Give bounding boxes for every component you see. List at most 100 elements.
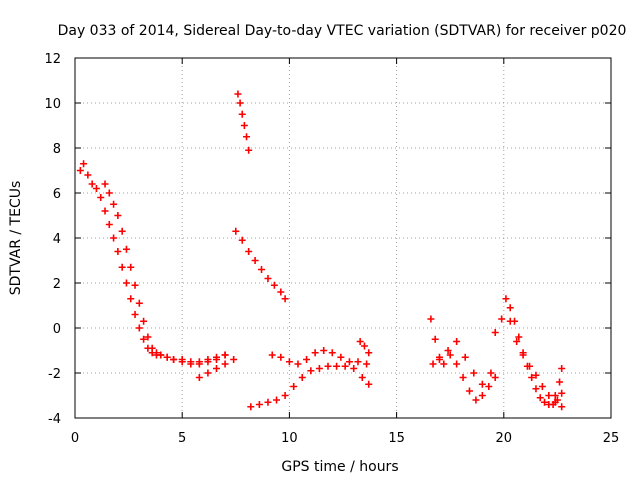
data-point: [558, 365, 566, 372]
data-point: [513, 338, 521, 345]
data-point: [532, 385, 540, 393]
data-point: [487, 369, 495, 377]
data-point: [485, 383, 493, 390]
data-points: [76, 90, 566, 411]
x-tick-label: 5: [178, 431, 186, 446]
data-point: [311, 349, 319, 357]
data-point: [294, 360, 302, 368]
data-point: [365, 380, 373, 388]
y-tick-label: -2: [48, 367, 61, 382]
chart-title: Day 033 of 2014, Sidereal Day-to-day VTE…: [58, 23, 627, 39]
data-point: [251, 257, 259, 264]
series-track-b: [101, 180, 229, 368]
series-track-i: [427, 315, 499, 404]
data-point: [238, 236, 246, 244]
data-point: [358, 374, 366, 381]
data-point: [365, 349, 373, 357]
data-point: [114, 212, 122, 219]
data-point: [135, 324, 143, 332]
data-point: [538, 383, 546, 390]
y-tick-label: 0: [53, 322, 61, 337]
data-point: [80, 160, 88, 168]
data-point: [556, 378, 564, 386]
data-point: [558, 403, 566, 411]
data-point: [131, 311, 139, 318]
data-point: [101, 207, 109, 215]
series-track-f: [247, 362, 373, 411]
data-point: [427, 315, 435, 323]
data-point: [221, 351, 229, 359]
data-point: [498, 315, 506, 323]
data-point: [238, 110, 246, 118]
x-tick-label: 25: [603, 431, 620, 446]
data-point: [114, 248, 122, 255]
y-tick-label: 12: [44, 52, 61, 67]
data-point: [435, 356, 443, 363]
data-point: [277, 353, 285, 361]
data-point: [465, 387, 473, 395]
data-point: [135, 299, 143, 307]
data-point: [528, 374, 536, 381]
x-tick-labels: 0 5 10 15 20 25: [71, 431, 619, 446]
data-point: [532, 371, 540, 379]
data-point: [140, 317, 148, 325]
data-point: [315, 365, 323, 372]
series-track-d: [234, 90, 253, 154]
data-point: [247, 403, 255, 411]
data-point: [105, 221, 113, 228]
data-point: [350, 365, 358, 372]
series-track-j: [429, 338, 495, 388]
series-track-a: [76, 160, 229, 366]
data-point: [122, 279, 130, 287]
data-point: [88, 180, 96, 188]
y-tick-label: -4: [48, 412, 61, 427]
data-point: [519, 351, 527, 359]
data-point: [270, 281, 278, 289]
data-point: [92, 185, 100, 192]
data-point: [298, 374, 306, 381]
data-point: [101, 180, 109, 188]
data-point: [122, 245, 130, 253]
series-track-c: [195, 356, 238, 381]
data-point: [478, 380, 486, 388]
data-point: [243, 133, 251, 141]
data-point: [84, 171, 92, 179]
data-point: [76, 167, 84, 174]
data-point: [110, 234, 118, 242]
data-point: [472, 396, 480, 404]
data-point: [491, 374, 499, 381]
data-point: [230, 356, 238, 363]
series-track-g: [268, 347, 371, 368]
y-tick-label: 2: [53, 277, 61, 292]
data-point: [118, 227, 126, 235]
data-point: [213, 356, 221, 363]
data-point: [337, 353, 345, 361]
data-point: [470, 369, 478, 377]
data-point: [144, 333, 152, 341]
data-point: [558, 389, 566, 397]
data-point: [170, 356, 178, 363]
y-axis-label: SDTVAR / TECUs: [8, 181, 24, 296]
data-point: [157, 351, 165, 359]
data-point: [127, 295, 135, 303]
series-track-h: [356, 338, 373, 357]
x-axis-label: GPS time / hours: [281, 459, 398, 475]
data-point: [195, 374, 203, 381]
series-track-e: [232, 227, 289, 303]
data-point: [446, 351, 454, 359]
data-point: [551, 392, 559, 399]
data-point: [502, 295, 510, 303]
data-point: [541, 398, 549, 406]
ticks: [74, 57, 612, 419]
data-point: [127, 263, 135, 271]
data-point: [491, 329, 499, 336]
data-point: [232, 227, 240, 235]
data-point: [333, 362, 341, 370]
data-point: [140, 335, 148, 343]
data-point: [204, 369, 212, 377]
data-point: [195, 360, 203, 368]
data-point: [277, 288, 285, 296]
x-tick-label: 10: [281, 431, 298, 446]
data-point: [356, 338, 364, 345]
